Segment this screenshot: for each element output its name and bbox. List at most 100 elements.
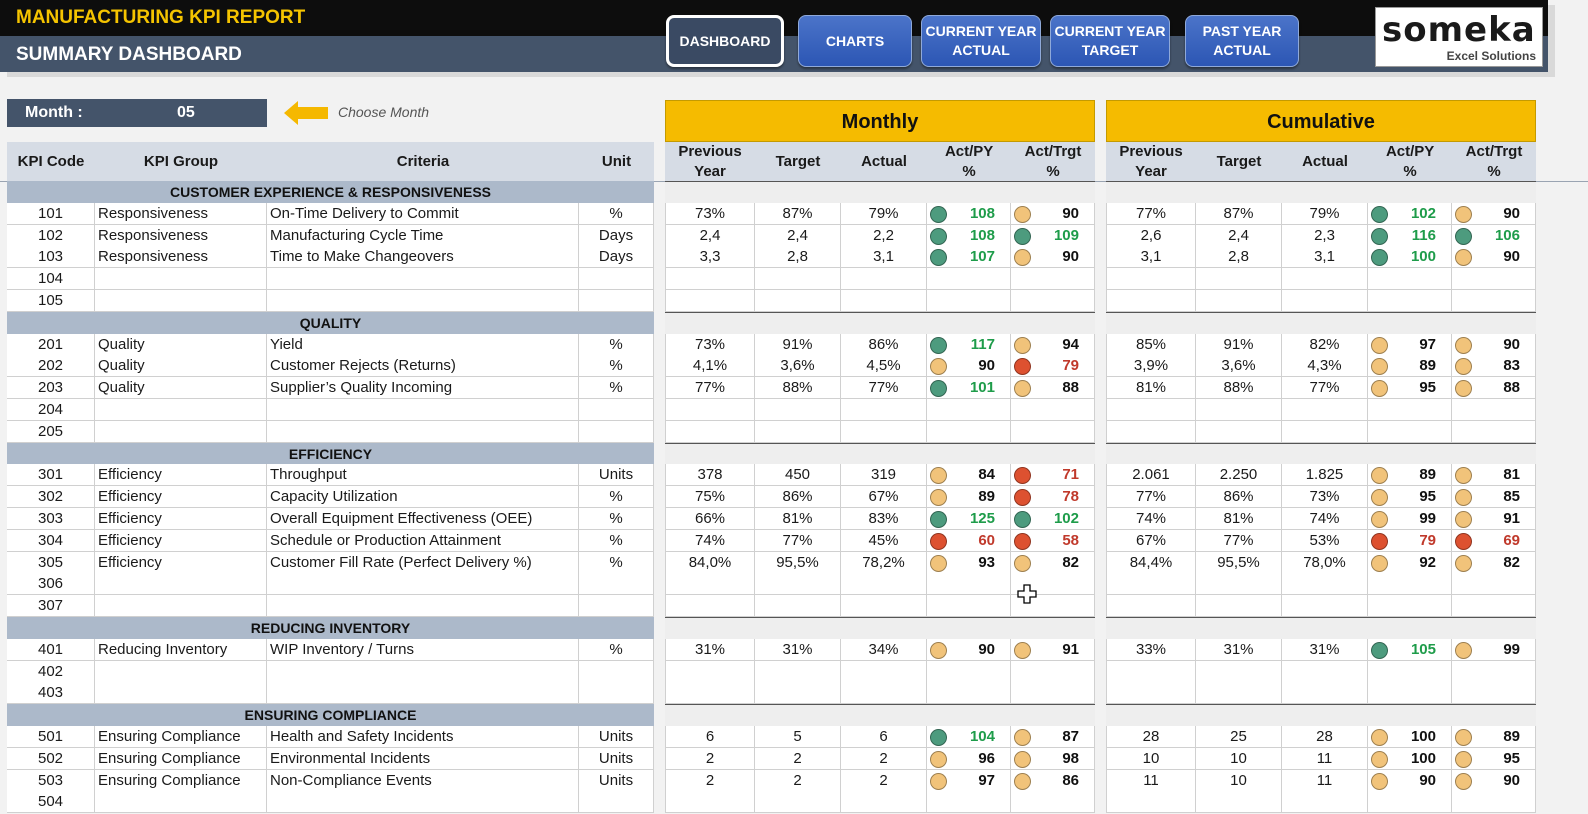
cumulative-cell: 100 (1368, 726, 1452, 748)
monthly-cell (841, 660, 927, 683)
monthly-cell: 101 (927, 377, 1011, 400)
kpi-unit: % (579, 333, 654, 356)
nav-past-year-actual-button[interactable]: PAST YEAR ACTUAL (1185, 15, 1299, 67)
monthly-cell (927, 573, 1011, 596)
monthly-act-py-value: 101 (969, 379, 995, 397)
cumulative-cell: 83 (1452, 355, 1536, 378)
kpi-row-306: 306 (0, 573, 1588, 596)
monthly-cell (1011, 290, 1095, 312)
cumulative-actual-value: 11 (1282, 769, 1368, 792)
cumulative-target-value: 81% (1196, 508, 1282, 530)
cumulative-act-trgt-value: 81 (1503, 466, 1520, 484)
kpi-criteria: Health and Safety Incidents (267, 726, 579, 748)
kpi-unit: Units (579, 747, 654, 770)
kpi-group: Efficiency (95, 486, 267, 509)
kpi-code: 303 (7, 508, 95, 530)
cumulative-act-py-value: 90 (1419, 771, 1436, 789)
monthly-act-py-value: 97 (978, 771, 995, 789)
cumulative-cell: 95 (1452, 747, 1536, 770)
cumulative-col-header-actual: Actual (1302, 153, 1348, 170)
monthly-previous-year-value: 2,4 (665, 224, 755, 247)
monthly-cell (841, 420, 927, 443)
kpi-code: 101 (7, 202, 95, 225)
kpi-code: 202 (7, 355, 95, 378)
cumulative-cell: 102 (1368, 202, 1452, 225)
cumulative-cell (1196, 399, 1282, 421)
kpi-code: 104 (7, 268, 95, 291)
kpi-criteria (267, 682, 579, 705)
monthly-act-py-value: 90 (978, 357, 995, 375)
kpi-unit (579, 660, 654, 683)
col-header-kpi-code: KPI Code (17, 153, 85, 170)
month-value[interactable]: 05 (177, 104, 195, 121)
section-header-quality: QUALITY (7, 311, 654, 334)
kpi-criteria: Capacity Utilization (267, 486, 579, 509)
status-dot-icon (1014, 380, 1031, 398)
nav-dashboard-button[interactable]: DASHBOARD (666, 15, 784, 67)
monthly-cell: 90 (1011, 202, 1095, 225)
kpi-group (95, 573, 267, 596)
cumulative-previous-year-value: 2.061 (1106, 464, 1196, 487)
monthly-target-value: 91% (755, 333, 841, 356)
monthly-actual-value: 4,5% (841, 355, 927, 378)
nav-current-year-target-button[interactable]: CURRENT YEAR TARGET (1050, 15, 1170, 67)
cumulative-act-trgt-value: 89 (1503, 728, 1520, 745)
cumulative-heading: Cumulative (1106, 100, 1536, 142)
cumulative-previous-year-value: 3,1 (1106, 246, 1196, 269)
kpi-group: Quality (95, 355, 267, 378)
status-dot-icon (1455, 511, 1472, 528)
monthly-target-value: 2,4 (755, 224, 841, 247)
monthly-cell (755, 399, 841, 421)
status-dot-icon (1371, 467, 1388, 485)
monthly-cell (841, 595, 927, 618)
cumulative-cell: 69 (1452, 529, 1536, 552)
kpi-criteria (267, 573, 579, 596)
monthly-actual-value: 34% (841, 638, 927, 661)
cumulative-cell (1196, 420, 1282, 443)
kpi-group: Quality (95, 377, 267, 400)
status-dot-icon (930, 205, 947, 223)
monthly-cell (927, 420, 1011, 443)
monthly-cell (841, 399, 927, 421)
cumulative-act-py-value: 105 (1410, 640, 1436, 658)
cumulative-act-trgt-value: 106 (1494, 226, 1520, 244)
monthly-act-trgt-value: 109 (1053, 226, 1079, 244)
status-dot-icon (930, 467, 947, 485)
status-dot-icon (1455, 554, 1472, 572)
cumulative-act-trgt-value: 90 (1503, 771, 1520, 789)
nav-charts-button[interactable]: CHARTS (798, 15, 912, 67)
nav-current-year-actual-button[interactable]: CURRENT YEAR ACTUAL (921, 15, 1041, 67)
monthly-cell: 102 (1011, 508, 1095, 530)
kpi-group (95, 595, 267, 618)
status-dot-icon (1014, 641, 1031, 659)
cumulative-section-bar (1106, 617, 1536, 639)
monthly-cell: 86 (1011, 769, 1095, 792)
monthly-act-py-value: 89 (978, 488, 995, 506)
monthly-act-py-value: 93 (978, 553, 995, 571)
monthly-act-trgt-value: 58 (1062, 531, 1079, 549)
kpi-group (95, 682, 267, 705)
kpi-unit: Days (579, 224, 654, 247)
monthly-cell (755, 682, 841, 705)
kpi-criteria (267, 268, 579, 291)
month-selector[interactable]: Month : 05 (7, 99, 267, 127)
kpi-row-205: 205 (0, 420, 1588, 443)
cumulative-target-value: 25 (1196, 726, 1282, 748)
monthly-actual-value: 86% (841, 333, 927, 356)
monthly-cell: 91 (1011, 638, 1095, 661)
monthly-cell: 94 (1011, 333, 1095, 356)
cumulative-previous-year-value: 85% (1106, 333, 1196, 356)
cumulative-previous-year-value: 28 (1106, 726, 1196, 748)
monthly-cell: 82 (1011, 551, 1095, 574)
kpi-code: 502 (7, 747, 95, 770)
cumulative-target-value: 88% (1196, 377, 1282, 400)
cumulative-act-py-value: 100 (1410, 728, 1436, 745)
kpi-row-502: 502 Ensuring Compliance Environmental Inci… (0, 747, 1588, 770)
kpi-criteria (267, 660, 579, 683)
monthly-cell (1011, 573, 1095, 596)
kpi-group: Ensuring Compliance (95, 747, 267, 770)
kpi-code: 105 (7, 290, 95, 312)
monthly-act-trgt-value: 88 (1062, 379, 1079, 397)
cumulative-act-trgt-value: 90 (1503, 204, 1520, 222)
monthly-target-value: 95,5% (755, 551, 841, 574)
